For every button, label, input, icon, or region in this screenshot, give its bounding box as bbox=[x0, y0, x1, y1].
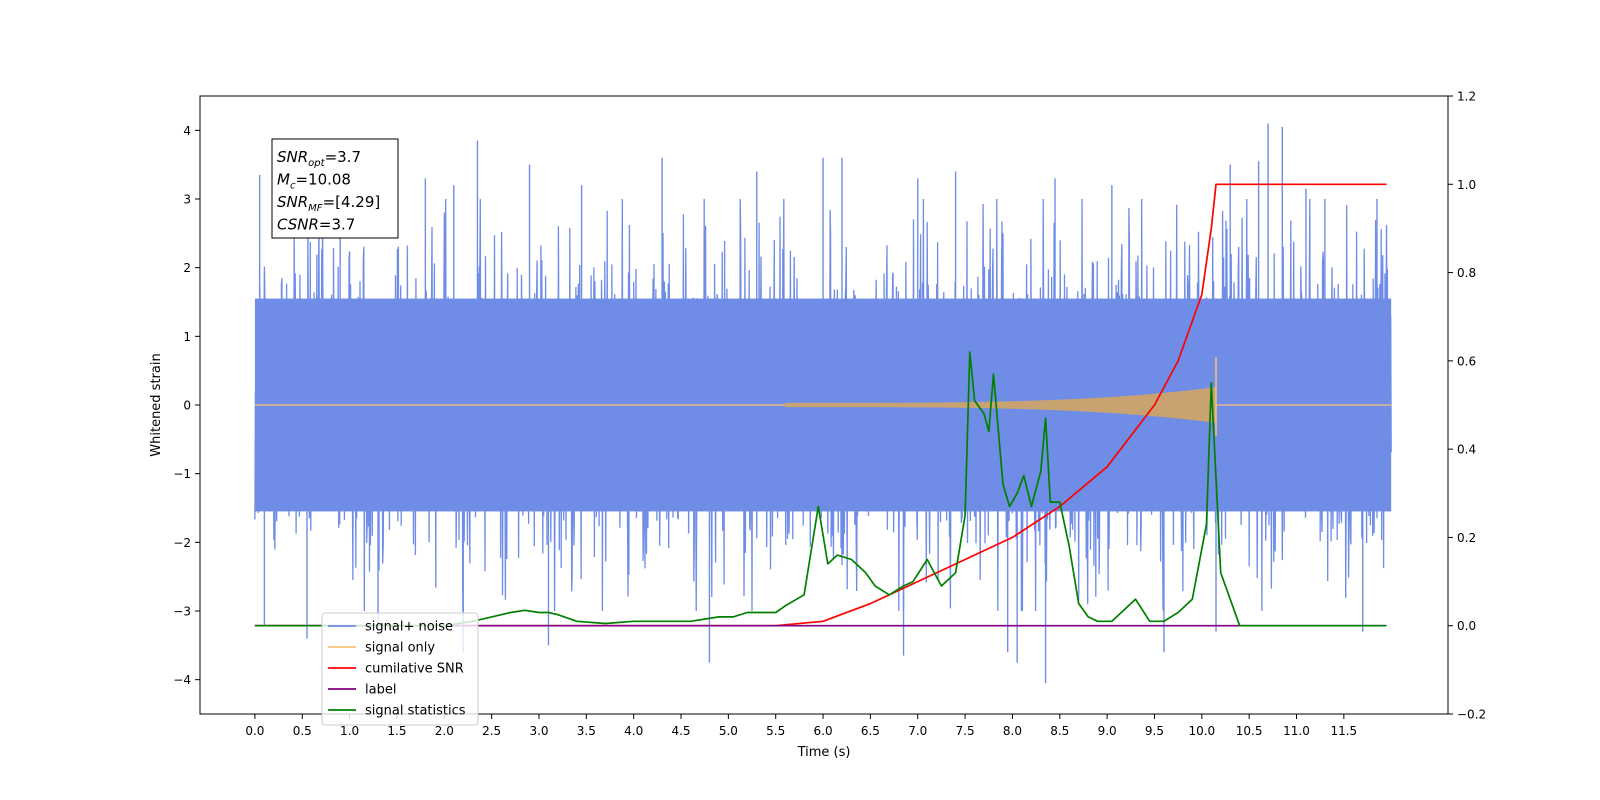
legend-label: label bbox=[365, 683, 396, 698]
x-tick-label: 1.5 bbox=[387, 724, 406, 738]
x-tick-label: 8.5 bbox=[1050, 724, 1069, 738]
series-signal-statistics bbox=[254, 351, 1387, 627]
x-tick-label: 11.0 bbox=[1283, 724, 1310, 738]
legend-label: signal only bbox=[365, 641, 435, 656]
y-right-tick-label: 0.6 bbox=[1457, 354, 1476, 368]
x-tick-label: 4.5 bbox=[671, 724, 690, 738]
legend-label: signal statistics bbox=[365, 704, 466, 719]
x-tick-label: 6.0 bbox=[814, 724, 833, 738]
x-tick-label: 10.0 bbox=[1188, 724, 1215, 738]
x-tick-label: 9.5 bbox=[1145, 724, 1164, 738]
y-tick-label: 1 bbox=[183, 330, 191, 344]
x-tick-label: 1.0 bbox=[340, 724, 359, 738]
y-right-tick-label: 0.4 bbox=[1457, 443, 1476, 457]
x-tick-label: 0.0 bbox=[245, 724, 264, 738]
y-right-tick-label: 0.0 bbox=[1457, 619, 1476, 633]
y-tick-label: 0 bbox=[183, 399, 191, 413]
legend-label: cumilative SNR bbox=[365, 662, 464, 677]
annotation-value: =[4.29] bbox=[323, 193, 381, 211]
annotation-value: =3.7 bbox=[325, 148, 361, 166]
annotation-line: SNRopt=3.7 bbox=[277, 148, 361, 169]
annotation-symbol: SNR bbox=[277, 193, 308, 211]
annotation-symbol: M bbox=[277, 171, 290, 189]
x-tick-label: 6.5 bbox=[861, 724, 880, 738]
annotation-line: Mc=10.08 bbox=[277, 171, 351, 192]
annotation-subscript: opt bbox=[308, 158, 325, 169]
x-tick-label: 8.0 bbox=[1003, 724, 1022, 738]
annotation-line: SNRMF=[4.29] bbox=[277, 193, 380, 214]
y-tick-label: 2 bbox=[183, 261, 191, 275]
x-axis-label: Time (s) bbox=[797, 745, 851, 760]
series-signal-only bbox=[784, 387, 1217, 423]
x-tick-label: 0.5 bbox=[293, 724, 312, 738]
series-signal-noise bbox=[254, 198, 1392, 612]
y-axis-left: 4 3 2 1 0 −1 −2 −3 −4 bbox=[173, 124, 200, 687]
y-tick-label: −2 bbox=[173, 536, 191, 550]
series-cumilative-snr bbox=[254, 183, 1387, 627]
x-tick-label: 10.5 bbox=[1236, 724, 1263, 738]
annotation-subscript: c bbox=[290, 181, 296, 192]
x-tick-label: 7.0 bbox=[908, 724, 927, 738]
x-tick-label: 11.5 bbox=[1330, 724, 1357, 738]
y-tick-label: 3 bbox=[183, 193, 191, 207]
x-tick-label: 2.5 bbox=[482, 724, 501, 738]
x-axis: 0.0 0.5 1.0 1.5 2.0 2.5 3.0 3.5 4.0 4.5 5.0 5.5 6.0 6… bbox=[245, 714, 1357, 738]
annotation-line: CSNR=3.7 bbox=[277, 216, 355, 234]
y-right-tick-label: 1.0 bbox=[1457, 178, 1476, 192]
y-axis-right: 1.2 1.0 0.8 0.6 0.4 0.2 0.0 −0.2 bbox=[1448, 90, 1486, 722]
annotation-value: =3.7 bbox=[319, 216, 355, 234]
x-tick-label: 4.0 bbox=[624, 724, 643, 738]
annotation-value: =10.08 bbox=[295, 171, 351, 189]
annotation-symbol: SNR bbox=[277, 148, 308, 166]
annotation-subscript: MF bbox=[308, 203, 323, 214]
y-tick-label: −3 bbox=[173, 605, 191, 619]
y-tick-label: −1 bbox=[173, 467, 191, 481]
x-tick-label: 5.5 bbox=[766, 724, 785, 738]
x-tick-label: 7.5 bbox=[956, 724, 975, 738]
legend: signal+ noise signal only cumilative SNR la… bbox=[321, 612, 479, 726]
y-tick-label: 4 bbox=[183, 124, 191, 138]
legend-frame bbox=[321, 612, 479, 726]
x-tick-label: 9.0 bbox=[1098, 724, 1117, 738]
y-right-tick-label: −0.2 bbox=[1457, 708, 1486, 722]
y-right-tick-label: 0.2 bbox=[1457, 531, 1476, 545]
x-tick-label: 5.0 bbox=[719, 724, 738, 738]
legend-label: signal+ noise bbox=[365, 620, 453, 635]
x-tick-label: 3.0 bbox=[529, 724, 548, 738]
y-right-tick-label: 1.2 bbox=[1457, 90, 1476, 104]
y-right-tick-label: 0.8 bbox=[1457, 266, 1476, 280]
y-tick-label: −4 bbox=[173, 673, 191, 687]
annotation-frame bbox=[271, 138, 399, 239]
annotation-symbol: CSNR bbox=[277, 216, 319, 234]
x-tick-label: 2.0 bbox=[435, 724, 454, 738]
x-tick-label: 3.5 bbox=[577, 724, 596, 738]
y-axis-label: Whitened strain bbox=[149, 353, 164, 456]
